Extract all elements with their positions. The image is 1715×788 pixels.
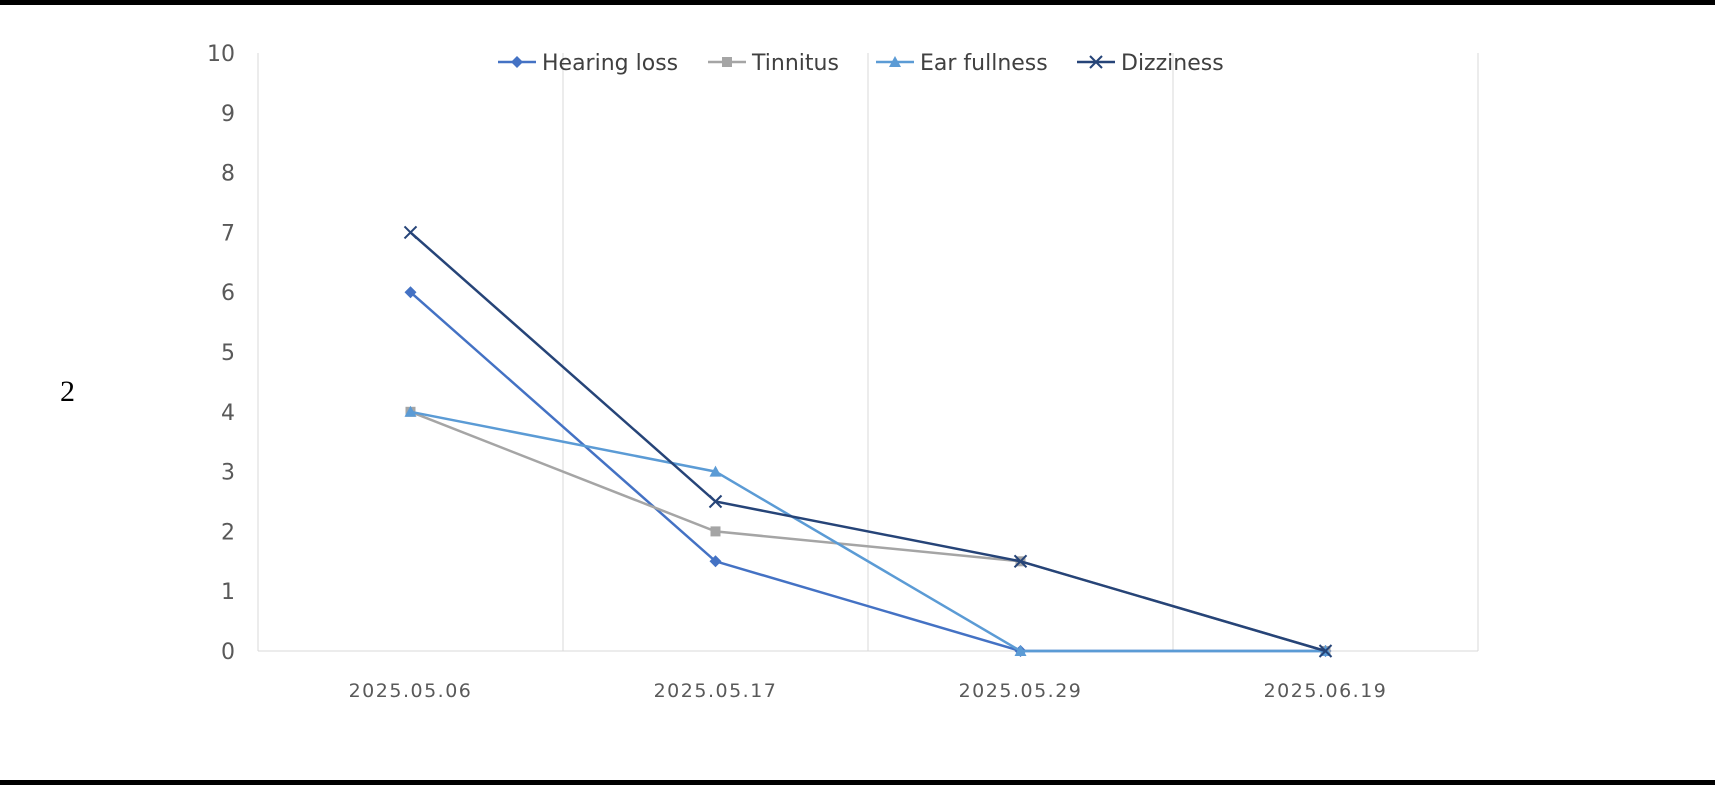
data-point — [404, 286, 417, 299]
data-point — [403, 225, 418, 240]
series-line — [409, 231, 1326, 653]
legend-label: Ear fullness — [920, 51, 1048, 76]
legend-marker — [1089, 55, 1103, 69]
data-point — [709, 465, 722, 477]
y-tick-label: 10 — [207, 42, 235, 67]
figure-label: 2 — [60, 375, 75, 408]
legend-marker — [889, 56, 901, 67]
data-point — [1014, 645, 1027, 656]
data-point — [404, 405, 417, 417]
y-tick-label: 1 — [221, 580, 235, 605]
top-rule — [0, 0, 1715, 5]
y-tick-label: 8 — [221, 162, 235, 187]
y-tick-label: 2 — [221, 520, 235, 545]
data-point — [1013, 554, 1028, 569]
data-point — [710, 526, 721, 537]
y-tick-label: 5 — [221, 341, 235, 366]
y-tick-label: 3 — [221, 461, 235, 486]
data-point — [709, 555, 722, 568]
y-tick-label: 7 — [221, 221, 235, 246]
x-tick-label: 2025.06.19 — [1264, 680, 1388, 702]
x-tick-label: 2025.05.17 — [654, 680, 778, 702]
data-point — [1318, 644, 1333, 658]
x-tick-label: 2025.05.06 — [349, 680, 473, 702]
legend-marker — [511, 56, 523, 68]
y-tick-label: 4 — [221, 401, 235, 426]
legend-label: Hearing loss — [542, 51, 678, 76]
y-tick-label: 6 — [221, 281, 235, 306]
y-tick-label: 9 — [221, 102, 235, 127]
series-line — [410, 410, 1326, 653]
y-tick-label: 0 — [221, 640, 235, 665]
legend-label: Dizziness — [1121, 51, 1224, 76]
legend-label: Tinnitus — [751, 51, 839, 76]
data-point — [708, 494, 723, 509]
legend-marker — [722, 57, 732, 67]
bottom-rule — [0, 780, 1715, 785]
x-tick-label: 2025.05.29 — [959, 680, 1083, 702]
